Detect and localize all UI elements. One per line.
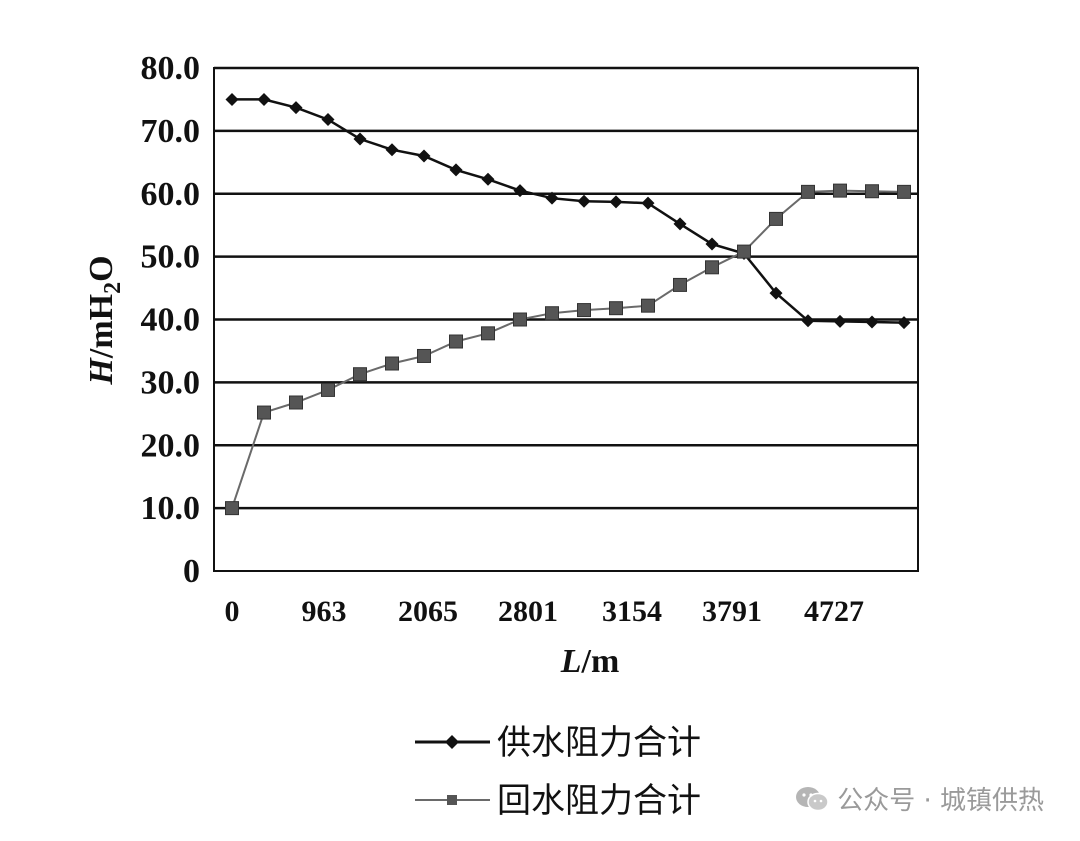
y-axis-label: H/mH2O (83, 255, 126, 385)
data-point-square (641, 298, 655, 313)
data-point-square (449, 334, 463, 349)
data-point-diamond (513, 184, 527, 198)
y-tick-label: 10.0 (141, 490, 201, 527)
series-supply (225, 92, 911, 330)
y-tick-label: 40.0 (141, 302, 201, 339)
data-point-diamond (769, 286, 783, 300)
data-point-diamond (449, 163, 463, 177)
data-point-diamond (801, 314, 815, 328)
x-tick-label: 2801 (498, 595, 558, 628)
data-point-square (705, 260, 719, 275)
data-point-square (385, 356, 399, 371)
x-axis-ticks: 0 963 2065 2801 3154 3791 4727 (225, 595, 865, 628)
data-point-square (769, 211, 783, 226)
data-point-square (545, 306, 559, 321)
data-point-square (289, 395, 303, 410)
data-point-diamond (385, 143, 399, 157)
y-tick-label: 70.0 (141, 113, 201, 150)
series-layer (225, 92, 911, 516)
data-point-diamond (289, 101, 303, 115)
y-axis-label-var: H (83, 357, 120, 386)
legend-label-return: 回水阻力合计 (497, 781, 701, 821)
data-point-square (865, 184, 879, 199)
legend-item-supply: 供水阻力合计 (415, 723, 701, 763)
data-point-square (321, 382, 335, 397)
grid-lines (214, 66, 918, 510)
data-point-diamond (417, 149, 431, 163)
watermark: 公众号 · 城镇供热 (795, 780, 1044, 817)
data-point-diamond (321, 113, 335, 127)
data-point-diamond (705, 237, 719, 251)
data-point-square (513, 312, 527, 327)
series-line (231, 189, 905, 509)
y-tick-label: 30.0 (141, 364, 201, 401)
data-point-square (257, 405, 271, 420)
x-tick-label: 3791 (702, 595, 762, 628)
data-point-square (673, 277, 687, 292)
data-point-square (417, 348, 431, 363)
series-line (232, 98, 905, 324)
y-axis-ticks: 0 10.0 20.0 30.0 40.0 50.0 60.0 70.0 80.0 (141, 50, 201, 590)
watermark-text: 公众号 · 城镇供热 (837, 786, 1044, 816)
data-point-square (737, 244, 751, 259)
data-point-diamond (257, 92, 271, 106)
x-tick-label: 963 (302, 595, 347, 628)
data-point-diamond (225, 92, 239, 106)
x-tick-label: 2065 (398, 595, 458, 628)
data-point-diamond (897, 316, 911, 330)
data-point-diamond (481, 172, 495, 186)
data-point-diamond (545, 191, 559, 205)
data-point-diamond (609, 195, 623, 209)
x-tick-label: 4727 (804, 595, 864, 628)
y-axis-label-tail: O (83, 255, 120, 281)
data-point-diamond (833, 314, 847, 328)
y-tick-label: 80.0 (141, 50, 201, 87)
x-tick-label: 0 (225, 595, 240, 628)
y-tick-label: 50.0 (141, 239, 201, 276)
y-axis-label-sub: 2 (100, 282, 126, 294)
legend-item-return: 回水阻力合计 (415, 781, 701, 821)
legend-marker-square (447, 795, 457, 805)
data-point-square (833, 183, 847, 198)
data-point-square (577, 303, 591, 318)
legend-label-supply: 供水阻力合计 (497, 723, 701, 763)
data-point-diamond (673, 217, 687, 231)
legend: 供水阻力合计 回水阻力合计 (415, 723, 701, 821)
x-axis-label-var: L (560, 643, 582, 680)
x-axis-label: L/m (560, 643, 620, 680)
y-tick-label: 60.0 (141, 176, 201, 213)
data-point-square (897, 184, 911, 199)
data-point-square (353, 367, 367, 382)
data-point-diamond (641, 196, 655, 210)
y-tick-label: 20.0 (141, 427, 201, 464)
x-tick-label: 3154 (602, 595, 662, 628)
data-point-square (225, 501, 239, 516)
wechat-icon (795, 786, 829, 812)
y-tick-label: 0 (183, 553, 200, 590)
data-point-square (481, 326, 495, 341)
data-point-diamond (865, 315, 879, 329)
y-axis-label-unit: /mH (83, 294, 120, 359)
data-point-diamond (577, 194, 591, 208)
data-point-square (609, 301, 623, 316)
x-axis-label-unit: /m (581, 643, 620, 680)
legend-marker-diamond (445, 735, 459, 749)
series-return (225, 183, 911, 516)
data-point-diamond (353, 132, 367, 146)
data-point-square (801, 184, 815, 199)
